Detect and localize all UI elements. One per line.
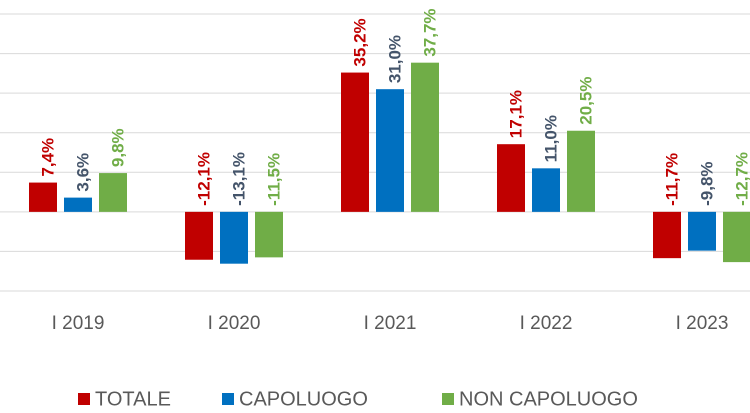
- value-label: 3,6%: [73, 153, 92, 192]
- bar: [653, 211, 681, 259]
- bar: [723, 211, 750, 263]
- legend-swatch: [442, 393, 454, 405]
- value-label: -13,1%: [229, 152, 248, 206]
- value-label: -9,8%: [697, 161, 716, 205]
- bar: [64, 197, 92, 212]
- bar: [567, 130, 595, 212]
- bar: [411, 62, 439, 212]
- bar: [341, 72, 369, 212]
- bar: [376, 89, 404, 212]
- value-label: 31,0%: [385, 35, 404, 83]
- value-label: -11,7%: [662, 153, 681, 206]
- bar: [29, 182, 57, 212]
- value-label: 37,7%: [420, 8, 439, 56]
- legend-label: NON CAPOLUOGO: [459, 388, 638, 410]
- value-label: 17,1%: [506, 90, 525, 138]
- value-label: 20,5%: [576, 77, 595, 125]
- value-label: -12,7%: [732, 152, 750, 206]
- legend-swatch: [222, 393, 234, 405]
- bar: [220, 211, 248, 264]
- value-label: 9,8%: [108, 128, 127, 167]
- x-tick-label: I 2023: [676, 313, 729, 334]
- x-tick-label: I 2022: [520, 313, 573, 334]
- x-tick-label: I 2021: [364, 313, 417, 334]
- legend-label: TOTALE: [95, 388, 171, 410]
- x-tick-label: I 2020: [208, 313, 261, 334]
- value-label: -12,1%: [194, 152, 213, 206]
- value-label: 7,4%: [38, 138, 57, 177]
- bar: [532, 168, 560, 212]
- value-label: 35,2%: [350, 18, 369, 66]
- value-label: 11,0%: [541, 115, 560, 162]
- legend-swatch: [78, 393, 90, 405]
- legend-label: CAPOLUOGO: [239, 388, 368, 410]
- bar: [688, 211, 716, 251]
- bar: [497, 144, 525, 212]
- x-tick-label: I 2019: [52, 313, 105, 334]
- bar: [185, 211, 213, 260]
- value-label: -11,5%: [264, 153, 283, 206]
- bar: [99, 173, 127, 212]
- bar: [255, 211, 283, 258]
